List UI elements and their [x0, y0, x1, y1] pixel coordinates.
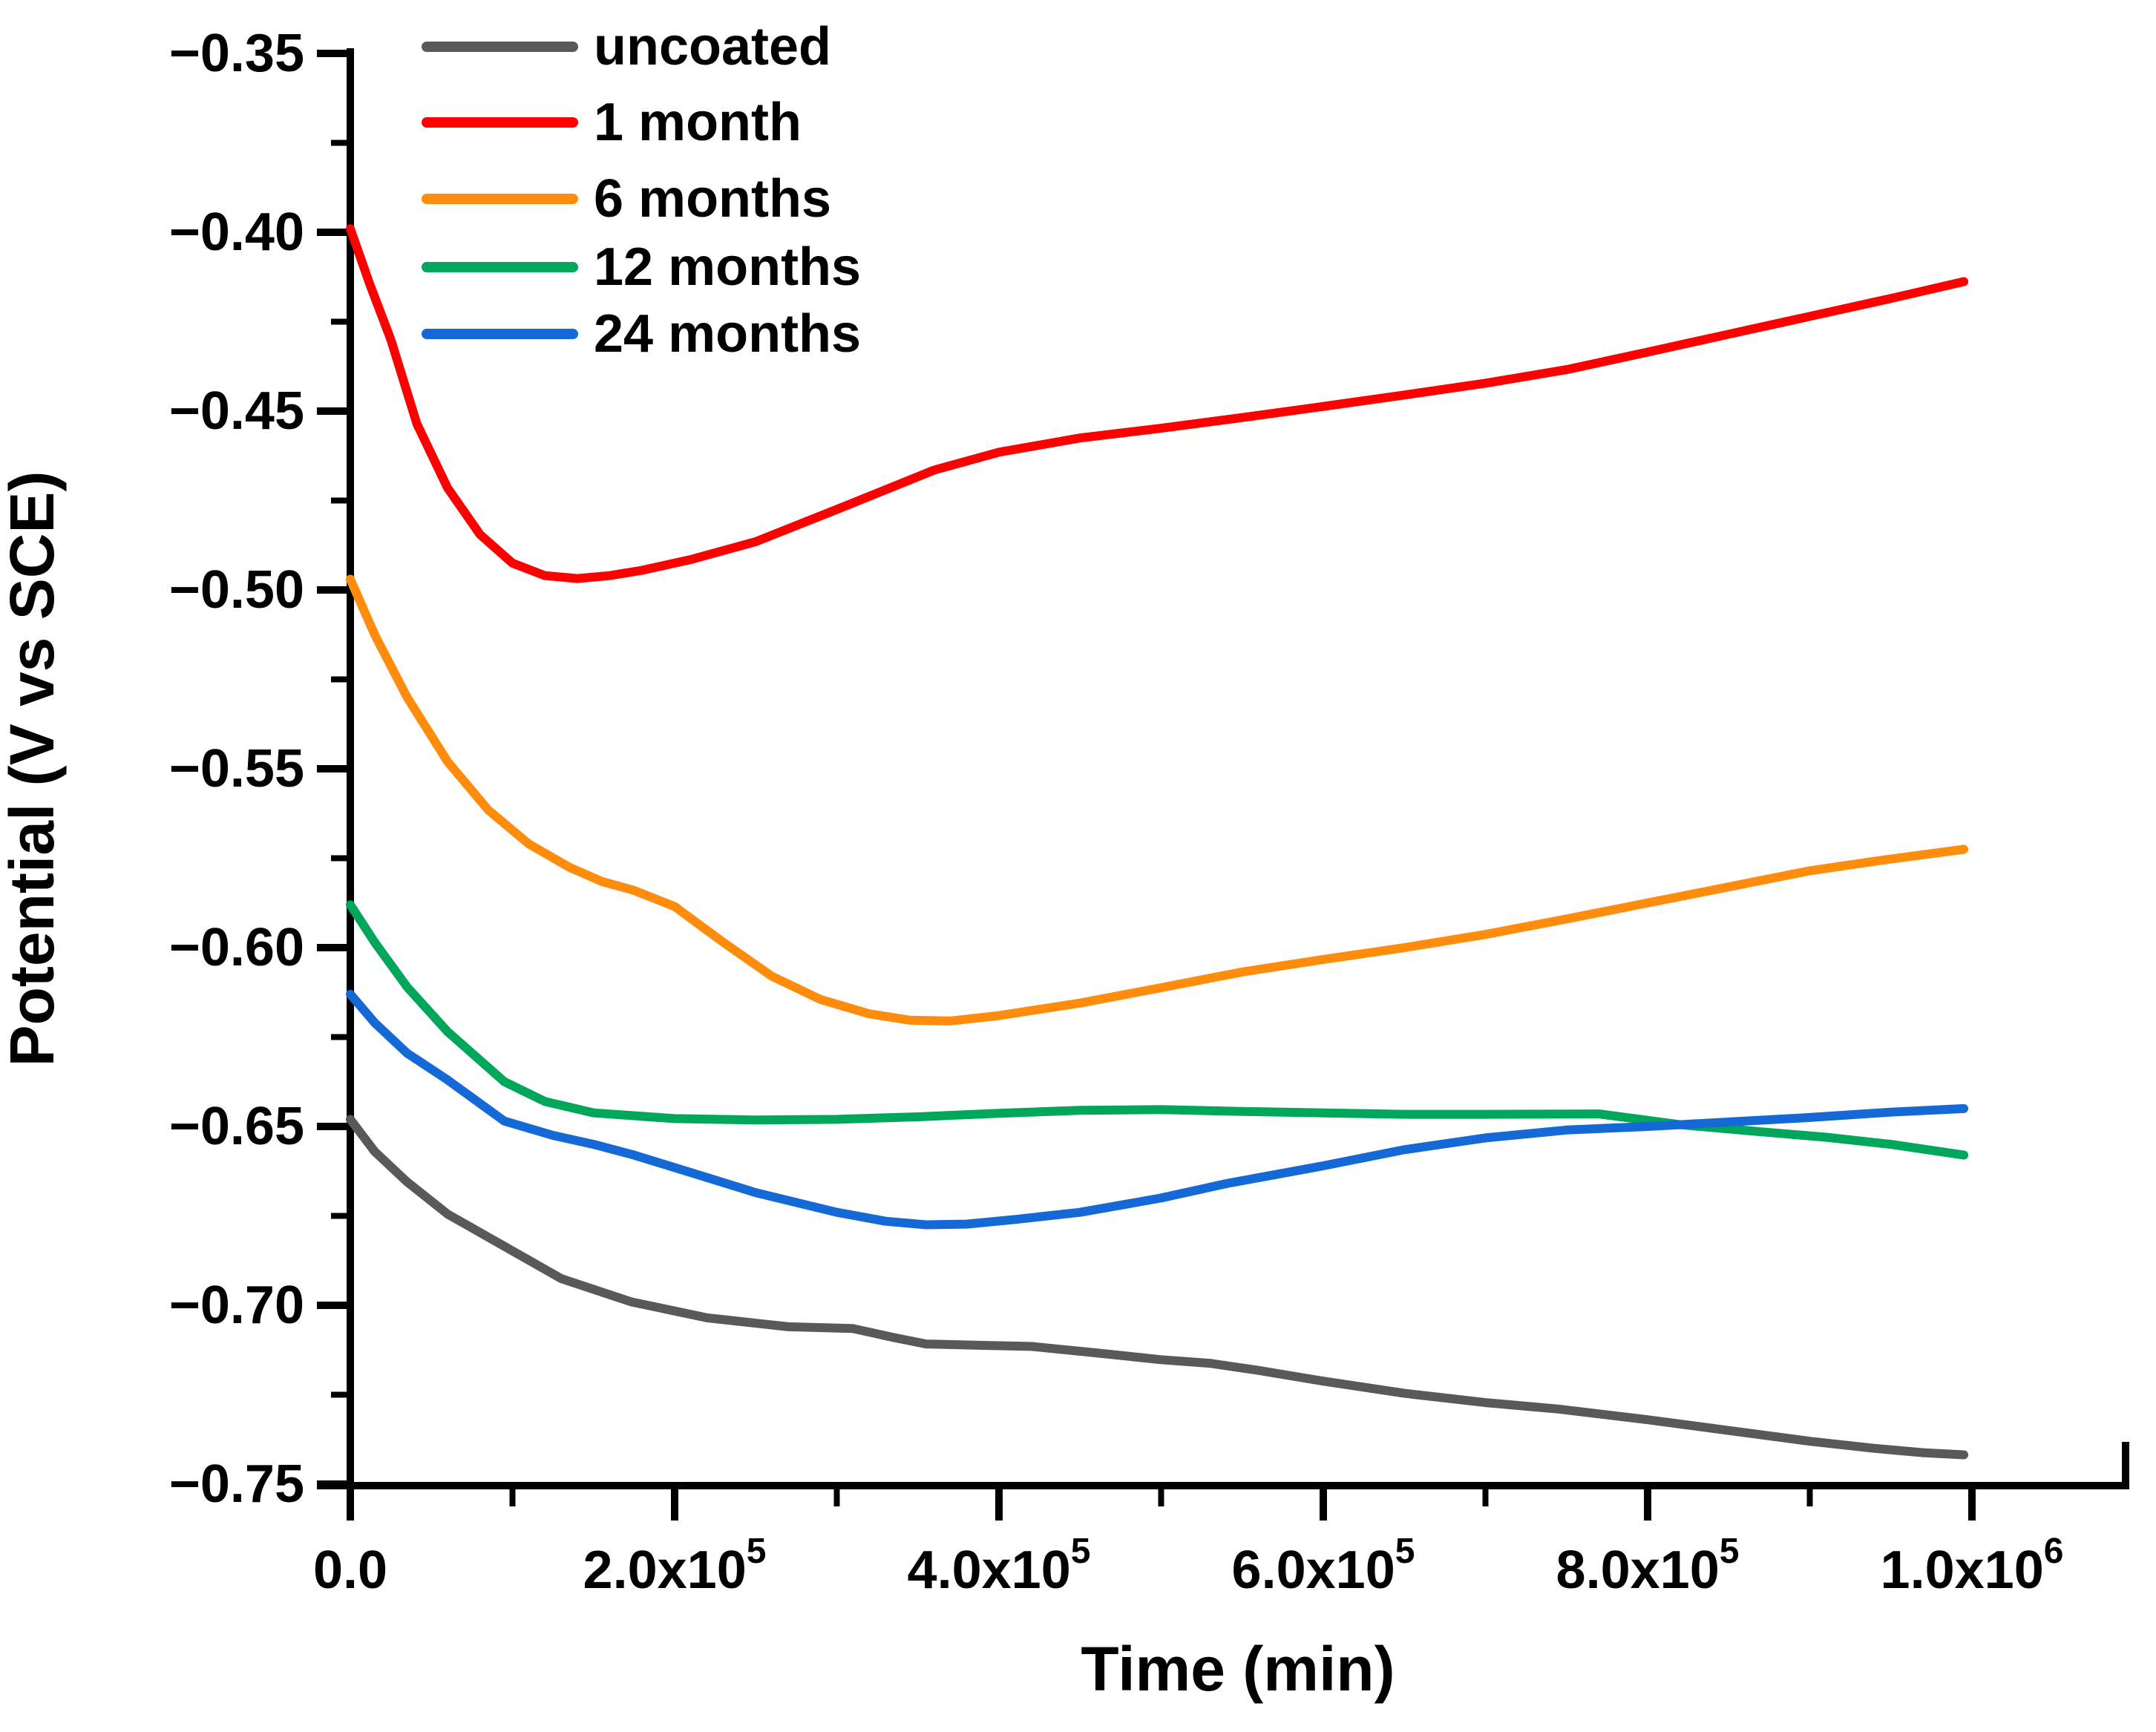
x-tick-label: 0.0 — [313, 1541, 387, 1600]
axes — [317, 48, 2129, 1491]
series-line-24-months — [346, 989, 1969, 1230]
legend-item: uncoated — [422, 17, 831, 76]
y-tick-label: −0.35 — [169, 24, 304, 83]
x-tick-label: 6.0x105 — [1232, 1532, 1415, 1600]
y-tick-label: −0.65 — [169, 1097, 304, 1156]
x-tick-label: 4.0x105 — [908, 1532, 1091, 1600]
legend-label: uncoated — [594, 17, 831, 76]
y-tick-label: −0.60 — [169, 918, 304, 977]
axis-tick-labels: −0.35 −0.40 −0.45 −0.50 −0.55 −0.60 −0.65 −0.70… — [169, 24, 2064, 1600]
data-series — [346, 224, 1969, 1460]
series-line-uncoated — [346, 1115, 1969, 1460]
legend-label: 1 month — [594, 93, 802, 152]
y-tick-label: −0.55 — [169, 739, 304, 798]
x-tick-label: 1.0x106 — [1881, 1532, 2064, 1600]
legend: uncoated 1 month 6 months 12 months 24 month… — [422, 17, 861, 364]
y-tick-label: −0.40 — [169, 203, 304, 262]
legend-item: 1 month — [422, 93, 802, 152]
y-tick-label: −0.50 — [169, 560, 304, 620]
x-tick-label: 2.0x105 — [583, 1532, 767, 1600]
y-tick-label: −0.75 — [169, 1454, 304, 1514]
axis-ticks — [317, 50, 1976, 1521]
series-line-12-months — [346, 900, 1969, 1160]
legend-label: 12 months — [594, 237, 861, 297]
y-tick-label: −0.45 — [169, 381, 304, 441]
x-tick-label: 8.0x105 — [1556, 1532, 1740, 1600]
y-tick-label: −0.70 — [169, 1276, 304, 1335]
legend-item: 6 months — [422, 169, 831, 229]
series-line-6-months — [346, 574, 1969, 1026]
series-line-1-month — [346, 224, 1969, 583]
legend-item: 24 months — [422, 304, 861, 364]
x-axis-title: Time (min) — [1081, 1634, 1395, 1704]
legend-item: 12 months — [422, 237, 861, 297]
legend-label: 6 months — [594, 169, 831, 229]
legend-label: 24 months — [594, 304, 861, 364]
y-axis-title: Potential (V vs SCE) — [0, 471, 67, 1067]
